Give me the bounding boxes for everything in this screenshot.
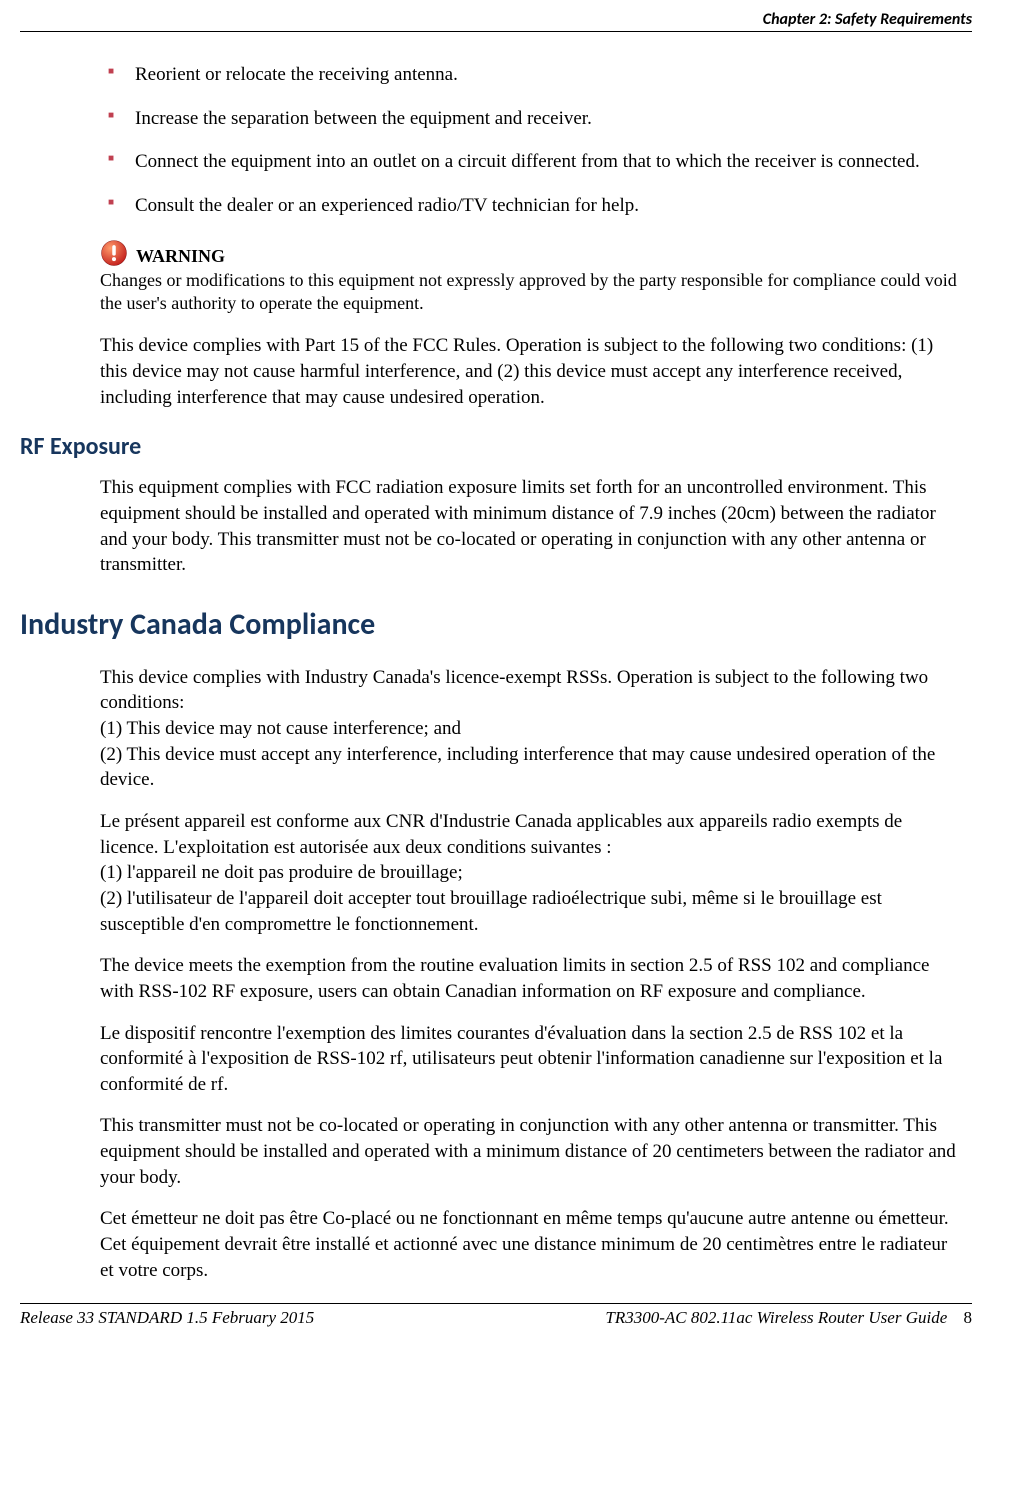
ic-paragraph-4: Le dispositif rencontre l'exemption des … (100, 1021, 962, 1098)
footer-doc-title: TR3300-AC 802.11ac Wireless Router User … (605, 1308, 947, 1327)
warning-block: WARNING Changes or modifications to this… (100, 239, 962, 316)
list-item: Reorient or relocate the receiving anten… (100, 62, 962, 88)
footer-right: TR3300-AC 802.11ac Wireless Router User … (605, 1308, 972, 1328)
warning-label: WARNING (136, 246, 225, 267)
page-header: Chapter 2: Safety Requirements (20, 10, 972, 32)
list-item: Consult the dealer or an experienced rad… (100, 193, 962, 219)
page-footer: Release 33 STANDARD 1.5 February 2015 TR… (20, 1303, 972, 1328)
footer-left: Release 33 STANDARD 1.5 February 2015 (20, 1308, 314, 1328)
ic-paragraph-2: Le présent appareil est conforme aux CNR… (100, 809, 962, 937)
ic-paragraph-5: This transmitter must not be co-located … (100, 1113, 962, 1190)
rf-paragraph: This equipment complies with FCC radiati… (100, 475, 962, 578)
ic-paragraph-1: This device complies with Industry Canad… (100, 665, 962, 793)
rf-exposure-heading: RF Exposure (20, 432, 962, 461)
content-area: Reorient or relocate the receiving anten… (100, 62, 962, 1283)
footer-page-number: 8 (964, 1308, 973, 1327)
list-item: Increase the separation between the equi… (100, 106, 962, 132)
warning-text: Changes or modifications to this equipme… (100, 269, 962, 316)
industry-canada-heading: Industry Canada Compliance (20, 606, 962, 643)
fcc-paragraph: This device complies with Part 15 of the… (100, 333, 962, 410)
ic-paragraph-3: The device meets the exemption from the … (100, 953, 962, 1004)
warning-icon (100, 239, 128, 267)
ic-paragraph-6: Cet émetteur ne doit pas être Co-placé o… (100, 1206, 962, 1283)
bullet-list: Reorient or relocate the receiving anten… (100, 62, 962, 219)
list-item: Connect the equipment into an outlet on … (100, 149, 962, 175)
